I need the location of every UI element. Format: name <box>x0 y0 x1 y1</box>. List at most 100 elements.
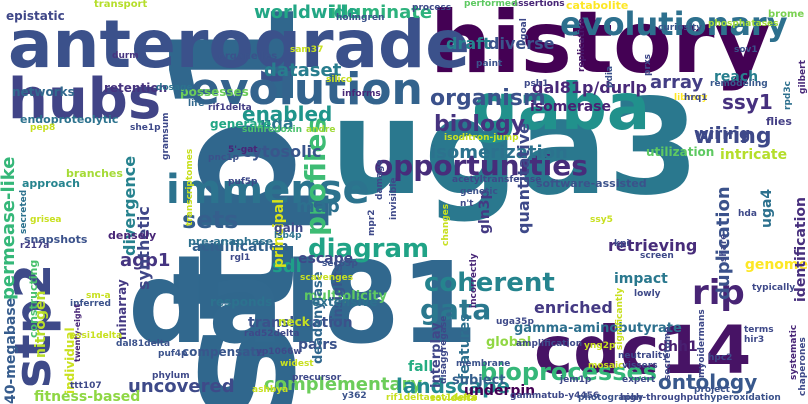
cloud-word: vissers <box>622 361 658 371</box>
cloud-word: lsb4p <box>274 231 302 241</box>
cloud-word: scavenges <box>300 273 354 283</box>
cloud-word: dhh1 <box>658 339 698 355</box>
cloud-word: gata <box>420 293 492 326</box>
cloud-word: sm-a <box>86 291 111 301</box>
cloud-word: brome <box>768 9 805 20</box>
cloud-word: fitness-based <box>34 389 141 404</box>
cloud-word: phosphatases <box>708 19 779 29</box>
cloud-word: ttt107 <box>70 381 102 391</box>
cloud-word: silico <box>326 75 353 85</box>
cloud-word: uga35p <box>496 317 534 327</box>
cloud-word: ontology <box>658 370 758 394</box>
cloud-word: fall <box>408 359 434 375</box>
cloud-word: invisible <box>389 177 399 220</box>
cloud-word: multiplicity <box>304 289 387 304</box>
cloud-word: global <box>486 335 532 350</box>
cloud-word: software-assisted <box>536 177 647 190</box>
cloud-word: escape <box>298 251 354 267</box>
cloud-word: hir3 <box>744 335 765 345</box>
cloud-word: underpin <box>464 383 536 399</box>
cloud-word: map <box>296 196 340 217</box>
cloud-word: compensate <box>182 345 265 359</box>
cloud-word: hyperoxidation <box>704 393 781 403</box>
cloud-word: pdia <box>605 65 615 88</box>
cloud-word: andre <box>306 125 336 135</box>
cloud-word: rif1deltaest1delta <box>386 393 478 403</box>
cloud-word: agp1 <box>120 250 171 271</box>
cloud-word: isomerization <box>430 142 568 163</box>
cloud-word: responds <box>210 295 273 309</box>
cloud-word: assertions <box>512 0 565 9</box>
cloud-word: coherent <box>424 268 555 298</box>
cloud-word: deadenylase <box>311 271 326 364</box>
cloud-word: sulfiredoxin <box>242 125 302 135</box>
cloud-word: epistatic <box>6 9 65 23</box>
cloud-word: dataset <box>264 60 342 81</box>
cloud-word: evolutionary <box>560 5 788 43</box>
cloud-word: share <box>719 233 729 262</box>
cloud-word: illuminate <box>330 2 433 23</box>
cloud-word: typically <box>752 283 796 293</box>
cloud-word: 40-megabase <box>3 297 19 404</box>
cloud-word: permease-like <box>0 156 19 300</box>
cloud-word: process <box>412 3 452 13</box>
cloud-word: terms <box>744 325 774 335</box>
cloud-word: gammatub-y4456 <box>510 391 600 401</box>
cloud-word: pairs <box>298 337 338 353</box>
cloud-word: networks <box>12 85 75 99</box>
cloud-word: precursor <box>292 373 342 383</box>
cloud-word: sovldelta <box>430 394 477 404</box>
cloud-word: 5'-gat <box>228 145 258 155</box>
cloud-word: durm <box>112 51 139 61</box>
cloud-word: jem1p <box>560 375 592 385</box>
cloud-word: changes <box>441 203 451 246</box>
cloud-word: array <box>650 72 704 93</box>
cloud-word: isomerase <box>530 99 612 115</box>
cloud-word: inferred <box>70 299 111 309</box>
cloud-word: gilbert <box>798 60 808 94</box>
cloud-word: hpc2 <box>708 353 733 363</box>
cloud-word: psh1 <box>524 79 549 89</box>
cloud-word: high-throughput <box>620 393 704 403</box>
cloud-word: dal81 <box>128 239 478 369</box>
cloud-word: replicative <box>577 18 587 72</box>
cloud-word: generate <box>210 117 272 131</box>
cloud-word: ssy5 <box>590 215 613 225</box>
cloud-word: intricate <box>720 147 788 163</box>
cloud-word: wiring <box>694 124 751 143</box>
cloud-word: genome <box>744 257 808 273</box>
cloud-word: cytosolic <box>242 142 322 161</box>
cloud-word: uga3 <box>330 71 700 225</box>
cloud-word: densely <box>108 229 157 242</box>
cloud-word: y362 <box>342 391 367 401</box>
cloud-word: rif1delta <box>208 103 252 113</box>
cloud-word: transport <box>94 0 148 10</box>
cloud-word: retrieving <box>608 236 698 255</box>
cloud-word: widest <box>280 359 314 369</box>
cloud-word: gamma-aminobutyrate <box>514 321 682 336</box>
cloud-word: remodeling <box>710 79 768 89</box>
cloud-word: history <box>430 0 771 93</box>
cloud-word: pep8 <box>30 123 56 133</box>
cloud-word: rip <box>692 273 745 313</box>
cloud-word: gramsum <box>161 112 171 160</box>
cloud-word: bioprocesses <box>480 358 658 386</box>
cloud-word: organism <box>430 86 546 111</box>
cloud-word: essi1delta <box>70 331 123 341</box>
cloud-word: holmgren <box>336 13 385 23</box>
cloud-word: worldwide <box>254 2 359 23</box>
cloud-word: opportunities <box>374 149 588 182</box>
cloud-word: organelles <box>218 51 278 62</box>
cloud-word: ssy1 <box>722 90 773 114</box>
cloud-word: gaba <box>472 71 650 145</box>
cloud-word: enabled <box>242 102 333 126</box>
cloud-word: translocation <box>248 315 353 331</box>
cloud-word: chaperones <box>798 337 808 396</box>
cloud-word: life <box>188 99 205 109</box>
cloud-word: uga4 <box>759 188 775 228</box>
cloud-word: neck <box>278 315 310 329</box>
cloud-word: genetic <box>460 187 498 197</box>
cloud-word: sdl <box>272 256 302 277</box>
cloud-word: evolution <box>190 64 423 115</box>
